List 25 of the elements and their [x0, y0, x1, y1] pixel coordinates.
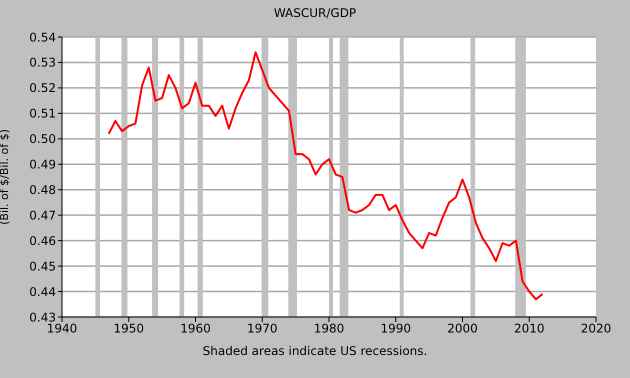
- y-tick-label: 0.46: [29, 234, 56, 248]
- y-tick-label: 0.44: [29, 284, 56, 299]
- y-tick-label: 0.52: [29, 81, 56, 96]
- x-tick-label: 1950: [113, 322, 144, 336]
- y-tick-label: 0.47: [29, 208, 56, 222]
- y-tick-label: 0.48: [29, 182, 56, 197]
- x-tick-label: 1970: [246, 322, 278, 336]
- x-tick-label: 1940: [46, 322, 78, 336]
- y-tick-label: 0.45: [29, 259, 56, 274]
- y-tick-label: 0.53: [29, 56, 56, 70]
- x-tick-label: 2020: [580, 322, 612, 336]
- x-tick-label: 1990: [380, 322, 412, 336]
- y-tick-label: 0.50: [29, 132, 56, 146]
- x-tick-label: 2010: [514, 322, 545, 336]
- y-tick-label: 0.43: [29, 310, 56, 324]
- y-tick-label: 0.51: [29, 106, 56, 121]
- text: Shaded areas indicate US recessions.: [202, 344, 428, 358]
- line-series: [108, 51, 544, 300]
- x-tick-label: 1980: [314, 322, 344, 336]
- x-tick-label: 2000: [447, 322, 478, 336]
- y-tick-label: 0.54: [29, 30, 56, 44]
- chart-title: WASCUR/GDP: [272, 6, 358, 20]
- y-tick-label: 0.49: [29, 158, 56, 172]
- x-tick-label: 1960: [180, 322, 211, 336]
- y-axis-title: (Bil. of $/Bil. of $): [0, 129, 11, 225]
